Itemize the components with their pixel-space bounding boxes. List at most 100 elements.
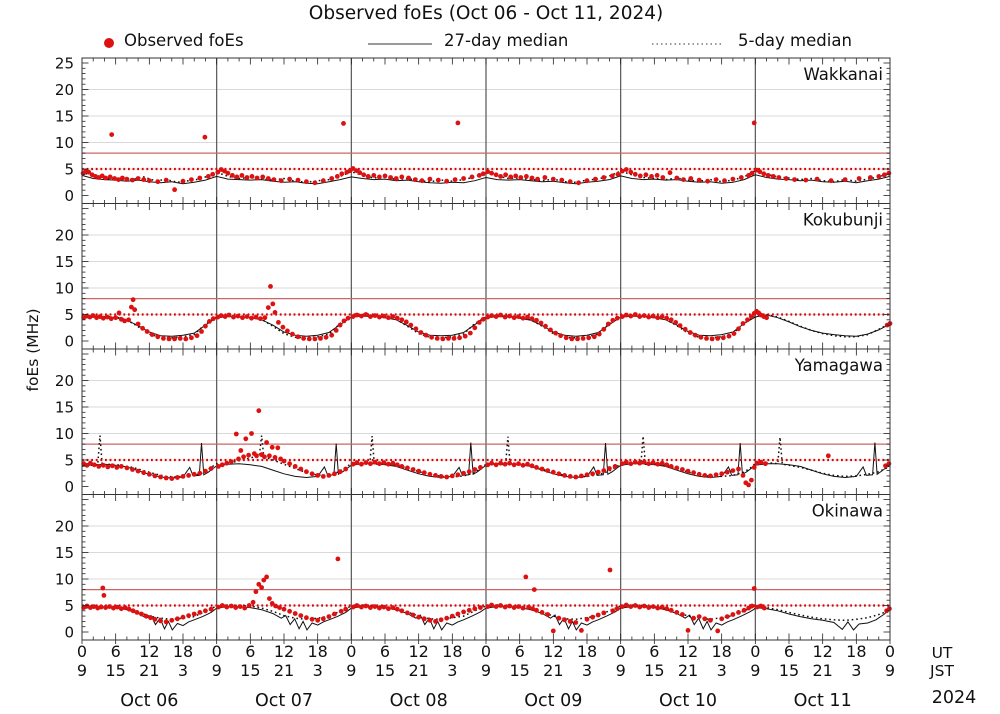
x-tick-label-ut: 12 xyxy=(543,642,563,661)
x-tick-label-jst: 9 xyxy=(750,661,760,680)
x-tick-label-jst: 15 xyxy=(509,661,529,680)
observed-dots xyxy=(81,284,893,342)
x-tick-label-jst: 15 xyxy=(240,661,260,680)
station-label: Okinawa xyxy=(812,502,883,521)
legend-median5-label: 5-day median xyxy=(738,31,852,50)
ut-axis-unit-label: UT xyxy=(931,644,953,662)
x-tick-label-ut: 6 xyxy=(515,642,525,661)
x-tick-label-ut: 18 xyxy=(846,642,866,661)
panel-wakkanai: 0 5 10 15 20 25 Wakkanai xyxy=(55,55,892,205)
x-tick-label-jst: 3 xyxy=(717,661,727,680)
panel-yamagawa: 0 5 10 15 20 Yamagawa xyxy=(55,348,892,496)
x-tick-label-ut: 18 xyxy=(307,642,327,661)
ticks xyxy=(81,203,891,349)
x-tick-label-ut: 0 xyxy=(346,642,356,661)
x-tick-label-jst: 3 xyxy=(582,661,592,680)
y-tick-label: 5 xyxy=(64,161,74,179)
x-tick-label-ut: 6 xyxy=(649,642,659,661)
x-tick-label-jst: 9 xyxy=(212,661,222,680)
y-tick-label: 0 xyxy=(64,478,74,496)
y-axis-label: foEs (MHz) xyxy=(24,308,42,392)
x-tick-label-jst: 21 xyxy=(139,661,159,680)
x-tick-label-jst: 21 xyxy=(812,661,832,680)
x-axis-labels: 0961512211830961512211830961512211830961… xyxy=(77,642,895,711)
y-tick-label: 10 xyxy=(55,280,74,298)
x-tick-label-jst: 9 xyxy=(77,661,87,680)
ticks xyxy=(81,58,891,204)
x-tick-label-ut: 12 xyxy=(274,642,294,661)
median5-line xyxy=(81,435,891,478)
x-tick-label-jst: 9 xyxy=(481,661,491,680)
x-tick-label-jst: 21 xyxy=(543,661,563,680)
x-tick-label-ut: 18 xyxy=(442,642,462,661)
y-tick-label: 15 xyxy=(55,544,74,562)
station-label: Yamagawa xyxy=(794,356,883,375)
legend-median27-label: 27-day median xyxy=(444,31,569,50)
date-label: Oct 11 xyxy=(794,691,852,711)
observed-legend-dot-icon xyxy=(104,38,114,48)
observed-dots xyxy=(81,408,892,488)
y-tick-label: 5 xyxy=(64,597,74,615)
x-tick-label-jst: 9 xyxy=(346,661,356,680)
observed-dots xyxy=(81,556,892,634)
x-tick-label-ut: 0 xyxy=(885,642,895,661)
y-tick-label: 15 xyxy=(55,108,74,126)
median27-line xyxy=(81,606,891,631)
chart-title: Observed foEs (Oct 06 - Oct 11, 2024) xyxy=(308,3,664,24)
date-label: Oct 07 xyxy=(255,691,313,711)
date-label: Oct 08 xyxy=(390,691,448,711)
station-label: Wakkanai xyxy=(804,65,883,84)
x-tick-label-ut: 12 xyxy=(408,642,428,661)
median27-line xyxy=(81,174,891,185)
median5-legend-dotted-line-icon xyxy=(652,43,722,45)
ticks xyxy=(81,349,891,495)
year-label: 2024 xyxy=(931,688,977,708)
y-tick-label: 15 xyxy=(55,399,74,417)
date-label: Oct 09 xyxy=(524,691,582,711)
y-tick-label: 5 xyxy=(64,306,74,324)
x-tick-label-jst: 15 xyxy=(105,661,125,680)
x-tick-label-ut: 18 xyxy=(711,642,731,661)
date-label: Oct 10 xyxy=(659,691,717,711)
x-tick-label-jst: 3 xyxy=(178,661,188,680)
x-tick-label-jst: 3 xyxy=(447,661,457,680)
y-tick-label: 15 xyxy=(55,253,74,271)
x-tick-label-ut: 12 xyxy=(139,642,159,661)
x-tick-label-ut: 0 xyxy=(77,642,87,661)
y-tick-label: 10 xyxy=(55,425,74,443)
x-tick-label-ut: 18 xyxy=(173,642,193,661)
x-tick-label-ut: 0 xyxy=(481,642,491,661)
x-tick-label-ut: 6 xyxy=(111,642,121,661)
y-tick-label: 20 xyxy=(55,518,74,536)
x-tick-label-ut: 6 xyxy=(245,642,255,661)
y-tick-label: 10 xyxy=(55,571,74,589)
jst-axis-unit-label: JST xyxy=(930,662,954,680)
y-tick-label: 20 xyxy=(55,227,74,245)
x-tick-label-ut: 12 xyxy=(678,642,698,661)
y-tick-label: 25 xyxy=(55,55,74,73)
x-tick-label-jst: 9 xyxy=(616,661,626,680)
y-tick-label: 0 xyxy=(64,333,74,351)
x-tick-label-ut: 0 xyxy=(212,642,222,661)
x-tick-label-jst: 3 xyxy=(313,661,323,680)
x-tick-label-jst: 21 xyxy=(678,661,698,680)
x-tick-label-jst: 21 xyxy=(408,661,428,680)
legend-observed-label: Observed foEs xyxy=(124,31,244,50)
date-label: Oct 06 xyxy=(120,691,178,711)
x-tick-label-ut: 0 xyxy=(750,642,760,661)
x-tick-label-jst: 9 xyxy=(885,661,895,680)
x-tick-label-jst: 21 xyxy=(274,661,294,680)
y-tick-label: 20 xyxy=(55,372,74,390)
y-tick-label: 0 xyxy=(64,624,74,642)
x-tick-label-ut: 18 xyxy=(577,642,597,661)
x-tick-label-ut: 0 xyxy=(616,642,626,661)
x-tick-label-jst: 15 xyxy=(779,661,799,680)
y-tick-label: 10 xyxy=(55,134,74,152)
y-tick-label: 5 xyxy=(64,452,74,470)
x-tick-label-jst: 3 xyxy=(851,661,861,680)
median27-legend-line-icon xyxy=(368,43,432,45)
panel-kokubunji: 0 5 10 15 20 Kokubunji xyxy=(55,203,893,351)
x-tick-label-ut: 6 xyxy=(784,642,794,661)
x-tick-label-jst: 15 xyxy=(375,661,395,680)
